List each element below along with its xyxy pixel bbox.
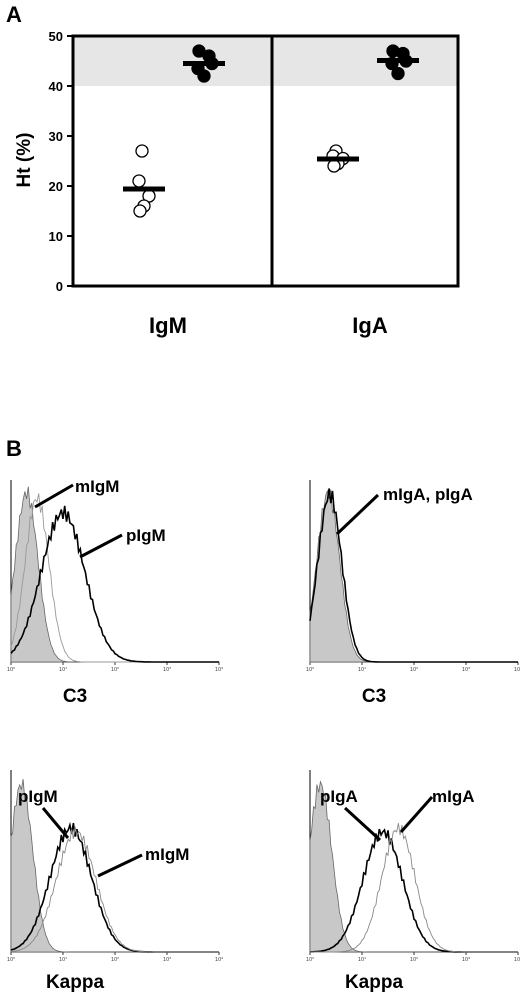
annotation-leader-line <box>79 533 123 559</box>
x-tick-label: 10⁰ <box>7 667 15 673</box>
y-tick-label: 30 <box>49 129 63 144</box>
x-tick-label: 10² <box>410 957 418 963</box>
isotype-control-histogram <box>10 486 219 663</box>
open-data-point <box>135 144 149 158</box>
x-tick-label: 10² <box>111 957 119 963</box>
histogram-panel: 10⁰ 10¹ 10² 10³ 10⁴ <box>306 480 520 673</box>
sample-histogram <box>309 488 518 663</box>
category-label-igm: IgM <box>149 313 187 338</box>
filled-data-point <box>197 69 211 83</box>
y-tick-label: 10 <box>49 229 63 244</box>
x-tick-label: 10⁴ <box>514 957 520 963</box>
x-tick-label: 10¹ <box>59 667 67 673</box>
y-tick-label: 20 <box>49 179 63 194</box>
y-tick-label: 40 <box>49 79 63 94</box>
y-tick-label: 50 <box>49 29 63 44</box>
plot-frame <box>71 34 460 288</box>
annotation-leader-line <box>335 493 380 536</box>
sample-histogram <box>310 823 518 953</box>
label-pigm-c3: pIgM <box>126 526 166 545</box>
label-pigm-kappa: pIgM <box>18 787 58 806</box>
x-tick-label: 10³ <box>163 957 171 963</box>
x-tick-label: 10³ <box>163 667 171 673</box>
x-tick-label: 10⁴ <box>215 957 223 963</box>
panel-a-scatter: Ht (%) 0 10 20 30 40 50 IgM IgA <box>14 29 460 338</box>
annotation-leader-line <box>97 853 143 878</box>
y-axis-label: Ht (%) <box>14 133 35 188</box>
panel-b-label: B <box>6 436 22 461</box>
category-label-iga: IgA <box>352 313 388 338</box>
panel-a-label: A <box>6 2 22 27</box>
x-tick-label: 10² <box>410 667 418 673</box>
x-tick-label: 10⁴ <box>215 667 223 673</box>
x-tick-label: 10¹ <box>358 667 366 673</box>
label-miga-kappa: mIgA <box>432 787 475 806</box>
isotype-control-histogram <box>309 780 518 953</box>
x-tick-label: 10⁰ <box>306 957 314 963</box>
x-axis-label-c3-left: C3 <box>63 686 87 707</box>
x-tick-label: 10³ <box>462 667 470 673</box>
histogram-panel: 10⁰ 10¹ 10² 10³ 10⁴ <box>306 770 520 963</box>
annotation-leader-line <box>399 796 434 833</box>
open-data-point <box>132 174 146 188</box>
x-tick-label: 10⁴ <box>514 667 520 673</box>
x-tick-label: 10³ <box>462 957 470 963</box>
histogram-panel: 10⁰ 10¹ 10² 10³ 10⁴ <box>7 480 223 673</box>
y-tick-label: 0 <box>56 279 63 294</box>
annotation-leader-line <box>34 483 74 509</box>
filled-data-point <box>391 66 405 81</box>
y-ticks: 0 10 20 30 40 50 <box>49 29 73 294</box>
annotation-leader-line <box>343 806 382 842</box>
x-tick-label: 10⁰ <box>7 957 15 963</box>
sample-histogram <box>10 826 219 953</box>
label-migm-c3: mIgM <box>75 477 119 496</box>
label-piga-kappa: pIgA <box>320 787 358 806</box>
label-miga-piga-c3: mIgA, pIgA <box>383 485 473 504</box>
x-tick-label: 10¹ <box>59 957 67 963</box>
x-tick-label: 10⁰ <box>306 667 314 673</box>
label-migm-kappa: mIgM <box>145 845 189 864</box>
x-axis-label-c3-right: C3 <box>362 686 386 707</box>
isotype-control-histogram <box>309 489 518 663</box>
x-axis-label-kappa-left: Kappa <box>46 972 105 993</box>
open-data-point <box>327 159 341 173</box>
x-tick-label: 10² <box>111 667 119 673</box>
x-tick-label: 10¹ <box>358 957 366 963</box>
annotation-leader-line <box>41 807 70 839</box>
histogram-panel: 10⁰ 10¹ 10² 10³ 10⁴ <box>7 770 223 963</box>
data-marks <box>123 44 419 218</box>
sample-histogram <box>10 505 219 663</box>
open-data-point <box>133 204 147 218</box>
panel-b-histograms: 10⁰10¹10²10³10⁴10⁰10¹10²10³10⁴10⁰10¹10²1… <box>7 480 520 963</box>
x-axis-label-kappa-right: Kappa <box>345 972 404 993</box>
